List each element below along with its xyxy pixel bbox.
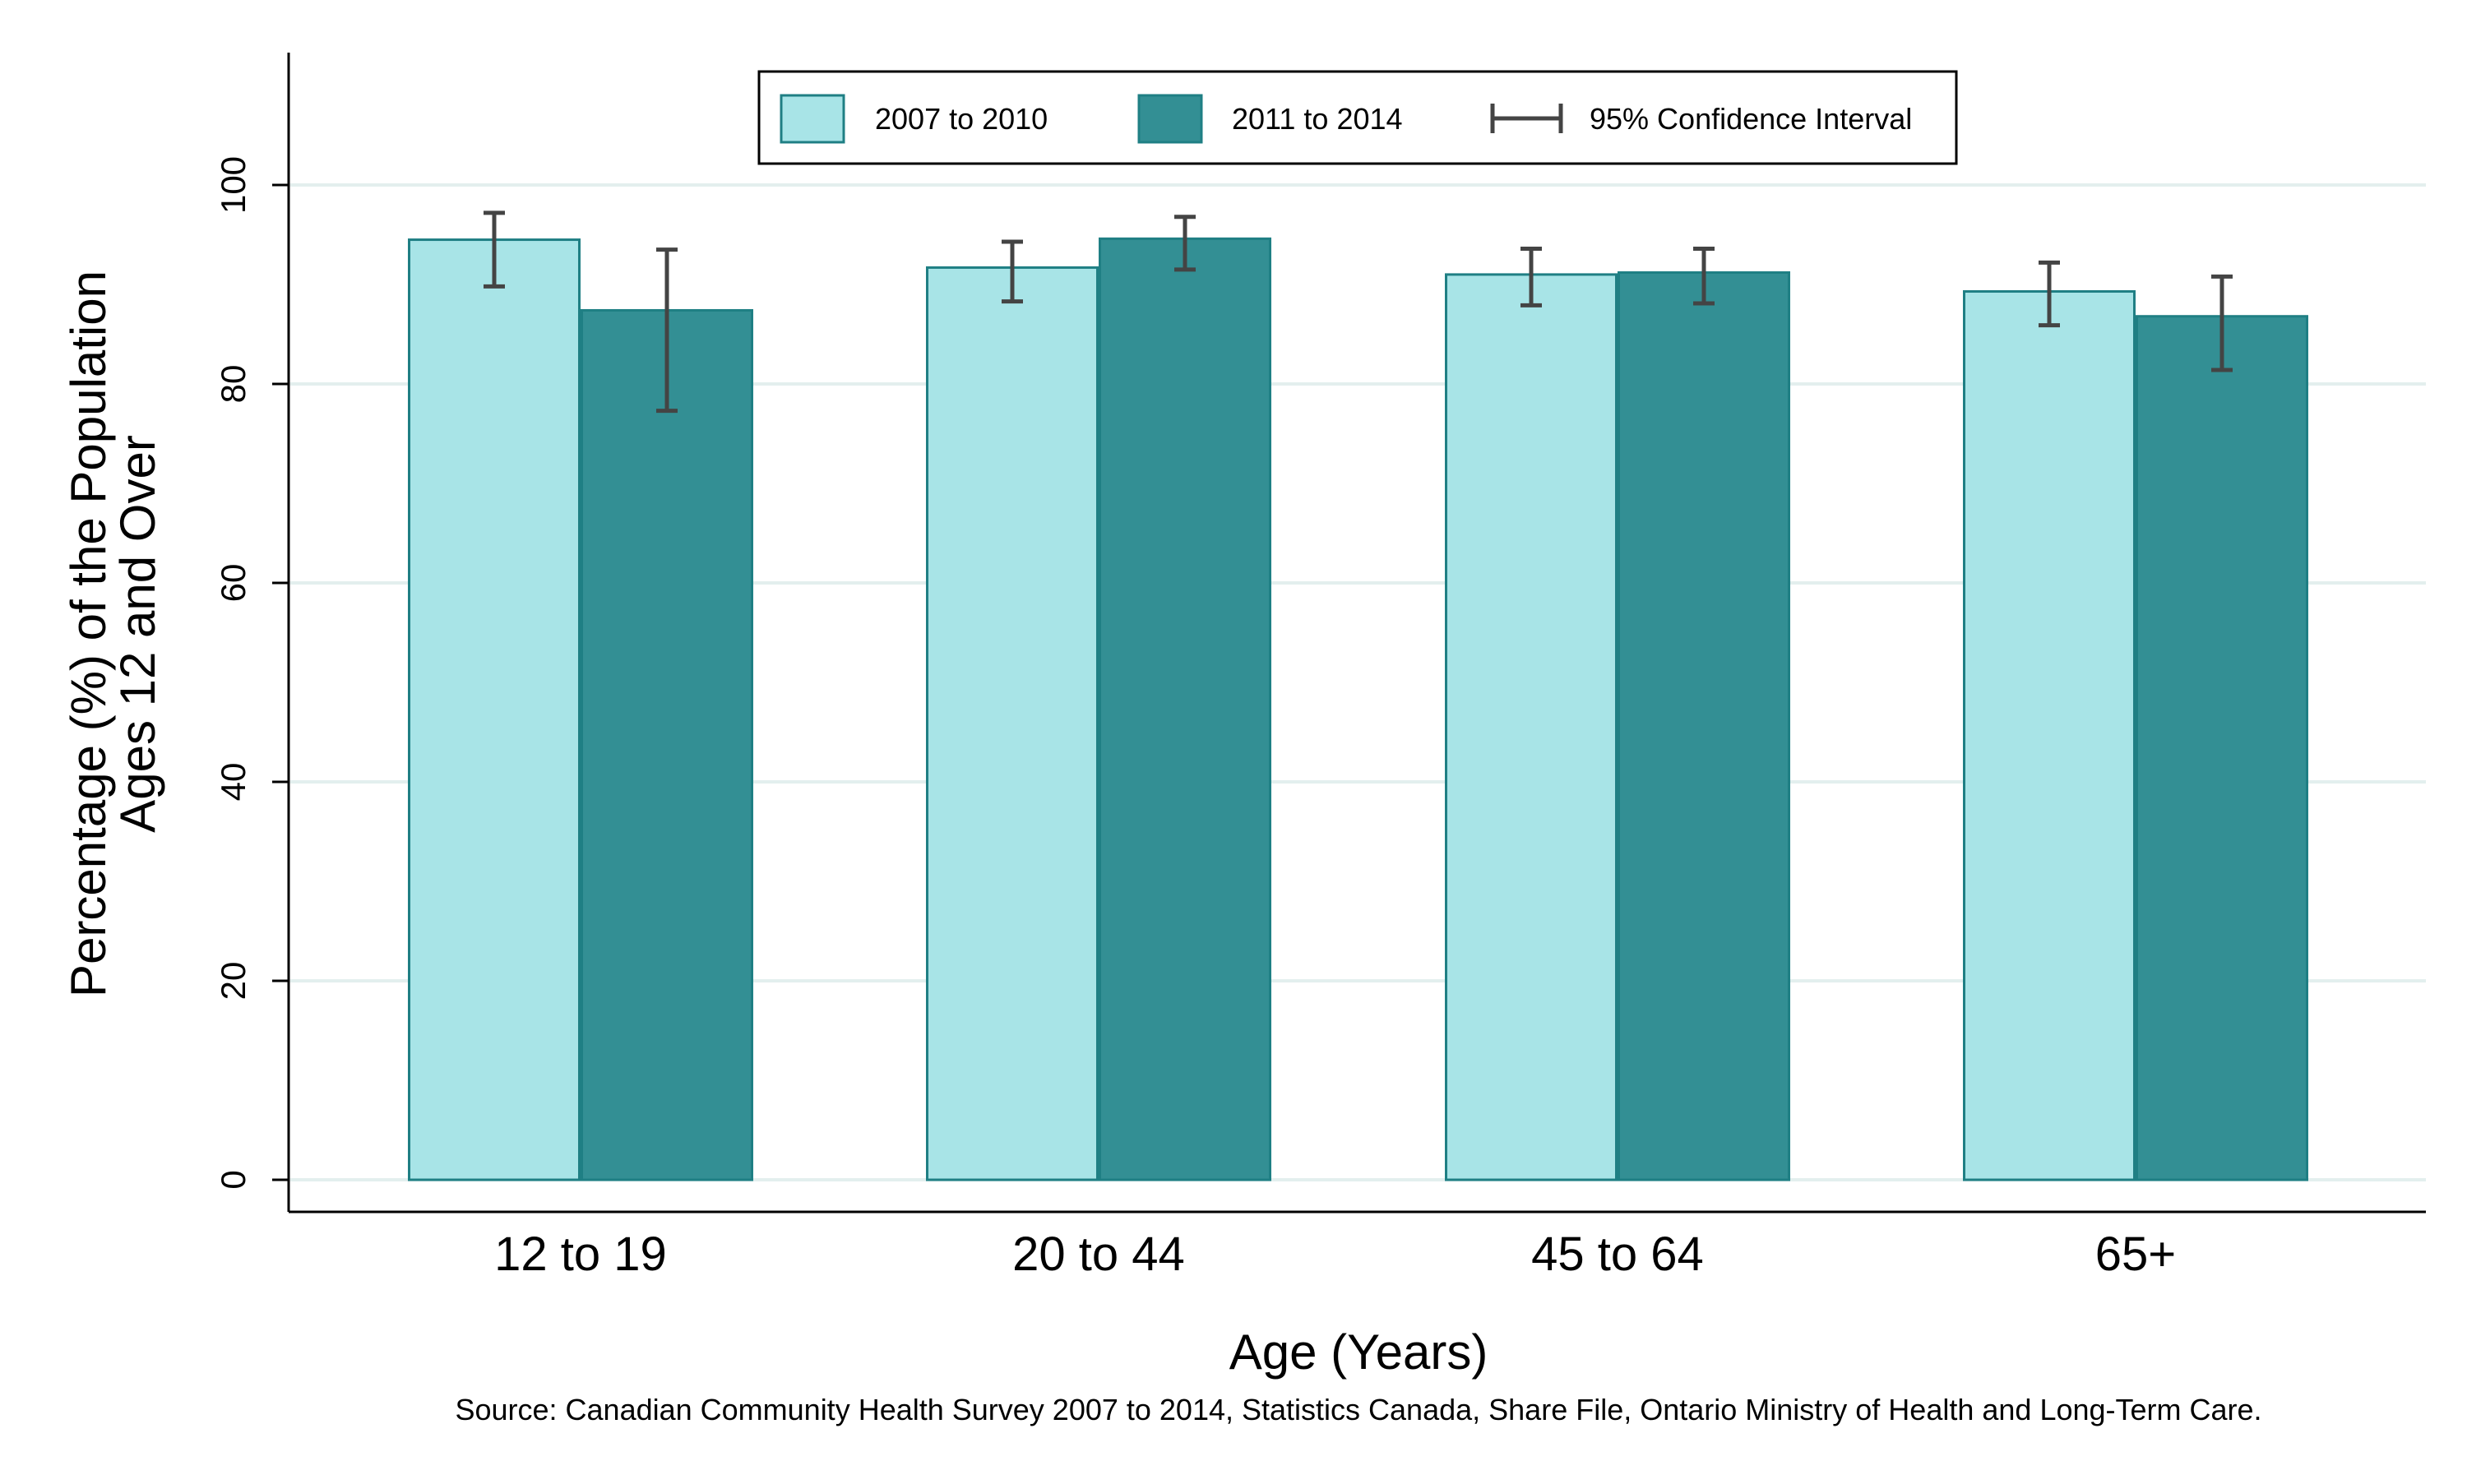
legend: 2007 to 2010 2011 to 2014 95% Confidence… (757, 70, 1958, 165)
error-bar-2-3 (1693, 246, 1715, 306)
x-tick-labels: 12 to 19 20 to 44 45 to 64 65+ (494, 1227, 2176, 1281)
y-tick-label-100: 100 (214, 156, 252, 214)
bar-1-1 (408, 238, 581, 1181)
x-axis-title: Age (Years) (1229, 1325, 1488, 1380)
legend-box (757, 70, 1958, 165)
error-bar-2-2 (1174, 215, 1196, 272)
bar-1-3 (1445, 273, 1618, 1181)
y-tick-label-0: 0 (214, 1170, 252, 1189)
error-bar-1-2 (1002, 239, 1023, 304)
y-axis-title-line1: Percentage (%) of the Population (61, 270, 116, 997)
bar-2-2 (1099, 237, 1271, 1181)
x-tick-label-2: 20 to 44 (1012, 1227, 1185, 1281)
y-tick-label-60: 60 (214, 564, 252, 603)
source-note: Source: Canadian Community Health Survey… (455, 1393, 2261, 1426)
y-tick-labels: 0 20 40 60 80 100 (214, 156, 289, 1190)
y-tick-label-20: 20 (214, 962, 252, 1001)
bars (408, 237, 2308, 1181)
legend-ci-symbol (1490, 104, 1563, 133)
legend-label-series-2: 2011 to 2014 (1232, 102, 1403, 136)
error-bar-2-4 (2211, 274, 2233, 372)
x-tick-label-4: 65+ (2095, 1227, 2176, 1281)
bar-2-1 (581, 308, 753, 1181)
x-tick-label-1: 12 to 19 (494, 1227, 667, 1281)
legend-swatch-series-2 (1137, 94, 1203, 144)
axes (287, 53, 2426, 1214)
error-bar-1-3 (1520, 246, 1542, 307)
y-tick-label-80: 80 (214, 365, 252, 404)
error-bars (484, 210, 2233, 414)
bar-2-4 (2136, 315, 2308, 1181)
bar-1-2 (926, 266, 1099, 1181)
y-tick-label-40: 40 (214, 763, 252, 802)
x-tick-label-3: 45 to 64 (1531, 1227, 1704, 1281)
legend-swatch-series-1 (780, 94, 845, 144)
legend-label-ci: 95% Confidence Interval (1590, 102, 1912, 136)
legend-label-series-1: 2007 to 2010 (875, 102, 1048, 136)
bar-1-4 (1963, 289, 2136, 1181)
bar-2-3 (1618, 270, 1790, 1181)
error-bar-1-1 (484, 210, 505, 289)
y-axis-title-line2: Ages 12 and Over (110, 435, 165, 833)
error-bar-1-4 (2039, 260, 2060, 328)
error-bar-2-1 (656, 247, 678, 414)
